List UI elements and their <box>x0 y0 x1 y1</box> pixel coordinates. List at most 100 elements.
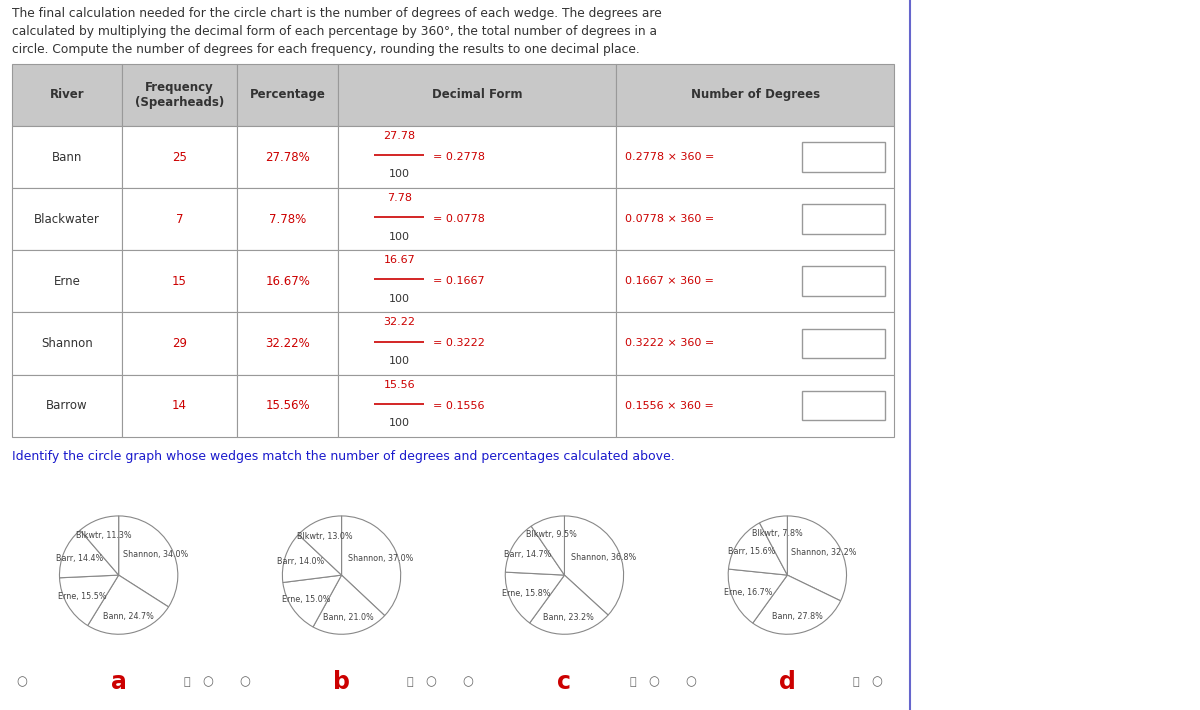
Text: Blkwtr, 7.8%: Blkwtr, 7.8% <box>752 529 803 538</box>
FancyBboxPatch shape <box>236 312 338 375</box>
Text: c: c <box>558 670 571 694</box>
Text: = 0.0778: = 0.0778 <box>433 214 485 224</box>
Text: ○: ○ <box>685 675 696 688</box>
Text: Frequency
(Spearheads): Frequency (Spearheads) <box>134 81 224 109</box>
FancyBboxPatch shape <box>802 204 886 234</box>
Text: ○: ○ <box>239 675 250 688</box>
Text: Percentage: Percentage <box>250 89 325 102</box>
Text: Bann, 23.2%: Bann, 23.2% <box>544 613 594 622</box>
Wedge shape <box>313 575 385 634</box>
Text: River: River <box>50 89 84 102</box>
FancyBboxPatch shape <box>236 64 338 126</box>
Text: = 0.1556: = 0.1556 <box>433 400 485 410</box>
FancyBboxPatch shape <box>802 142 886 172</box>
Text: ⓘ: ⓘ <box>629 677 636 687</box>
Text: Bann, 21.0%: Bann, 21.0% <box>323 613 373 622</box>
FancyBboxPatch shape <box>616 126 894 188</box>
Wedge shape <box>119 516 178 607</box>
Text: ○: ○ <box>462 675 473 688</box>
Text: ⓘ: ⓘ <box>407 677 413 687</box>
Text: Bann, 27.8%: Bann, 27.8% <box>773 612 823 621</box>
Text: circle. Compute the number of degrees for each frequency, rounding the results t: circle. Compute the number of degrees fo… <box>12 43 640 56</box>
Text: Shannon, 34.0%: Shannon, 34.0% <box>124 550 188 559</box>
Text: = 0.3222: = 0.3222 <box>433 339 485 349</box>
Text: b: b <box>334 670 350 694</box>
Text: 15.56%: 15.56% <box>265 399 310 412</box>
FancyBboxPatch shape <box>338 64 616 126</box>
FancyBboxPatch shape <box>338 126 616 188</box>
Text: Bann: Bann <box>52 151 83 163</box>
Text: 7: 7 <box>176 213 184 226</box>
Text: Barr, 15.6%: Barr, 15.6% <box>728 547 776 556</box>
FancyBboxPatch shape <box>616 188 894 250</box>
Text: Number of Degrees: Number of Degrees <box>690 89 820 102</box>
Wedge shape <box>532 516 564 575</box>
FancyBboxPatch shape <box>122 188 236 250</box>
FancyBboxPatch shape <box>338 188 616 250</box>
Wedge shape <box>728 523 787 575</box>
FancyBboxPatch shape <box>12 250 122 312</box>
Text: Erne: Erne <box>54 275 80 288</box>
FancyBboxPatch shape <box>338 312 616 375</box>
Text: ○: ○ <box>648 675 660 688</box>
FancyBboxPatch shape <box>12 375 122 437</box>
Text: Shannon, 37.0%: Shannon, 37.0% <box>348 554 413 563</box>
Text: 0.3222 × 360 =: 0.3222 × 360 = <box>625 339 714 349</box>
Text: ○: ○ <box>871 675 882 688</box>
Text: Erne, 15.8%: Erne, 15.8% <box>502 589 551 598</box>
FancyBboxPatch shape <box>236 126 338 188</box>
Text: a: a <box>110 670 126 694</box>
Wedge shape <box>282 535 342 582</box>
Wedge shape <box>60 575 119 626</box>
Text: 14: 14 <box>172 399 187 412</box>
Text: 16.67%: 16.67% <box>265 275 310 288</box>
Text: 7.78: 7.78 <box>386 193 412 203</box>
Text: 0.1667 × 360 =: 0.1667 × 360 = <box>625 276 714 286</box>
FancyBboxPatch shape <box>12 126 122 188</box>
Text: ⓘ: ⓘ <box>184 677 191 687</box>
Text: = 0.1667: = 0.1667 <box>433 276 485 286</box>
FancyBboxPatch shape <box>616 64 894 126</box>
Text: Bann, 24.7%: Bann, 24.7% <box>103 612 154 621</box>
Wedge shape <box>787 516 846 601</box>
Text: 15.56: 15.56 <box>384 380 415 390</box>
Text: Blkwtr, 13.0%: Blkwtr, 13.0% <box>296 532 353 540</box>
Wedge shape <box>564 516 624 615</box>
FancyBboxPatch shape <box>122 64 236 126</box>
Text: calculated by multiplying the decimal form of each percentage by 360°, the total: calculated by multiplying the decimal fo… <box>12 25 658 38</box>
Text: The final calculation needed for the circle chart is the number of degrees of ea: The final calculation needed for the cir… <box>12 7 661 20</box>
FancyBboxPatch shape <box>12 188 122 250</box>
FancyBboxPatch shape <box>236 375 338 437</box>
Wedge shape <box>88 575 168 634</box>
Text: 0.1556 × 360 =: 0.1556 × 360 = <box>625 400 714 410</box>
FancyBboxPatch shape <box>12 64 122 126</box>
FancyBboxPatch shape <box>802 329 886 359</box>
Text: Blkwtr, 11.3%: Blkwtr, 11.3% <box>76 531 132 540</box>
Wedge shape <box>505 526 564 575</box>
Text: 27.78%: 27.78% <box>265 151 310 163</box>
FancyBboxPatch shape <box>802 266 886 296</box>
FancyBboxPatch shape <box>122 312 236 375</box>
FancyBboxPatch shape <box>12 312 122 375</box>
Text: 100: 100 <box>389 356 410 366</box>
Text: 100: 100 <box>389 231 410 241</box>
Text: ⓘ: ⓘ <box>852 677 859 687</box>
Text: Erne, 16.7%: Erne, 16.7% <box>724 588 773 597</box>
Wedge shape <box>60 530 119 578</box>
Wedge shape <box>299 516 342 575</box>
Wedge shape <box>80 516 119 575</box>
FancyBboxPatch shape <box>236 250 338 312</box>
Text: Shannon, 36.8%: Shannon, 36.8% <box>571 553 636 562</box>
Wedge shape <box>728 569 787 623</box>
FancyBboxPatch shape <box>802 391 886 420</box>
Text: 16.67: 16.67 <box>384 256 415 266</box>
Text: Identify the circle graph whose wedges match the number of degrees and percentag: Identify the circle graph whose wedges m… <box>12 449 674 463</box>
Text: 7.78%: 7.78% <box>269 213 306 226</box>
Text: 0.2778 × 360 =: 0.2778 × 360 = <box>625 152 714 162</box>
Text: 0.0778 × 360 =: 0.0778 × 360 = <box>625 214 714 224</box>
FancyBboxPatch shape <box>338 375 616 437</box>
Text: Erne, 15.5%: Erne, 15.5% <box>58 592 107 601</box>
FancyBboxPatch shape <box>122 126 236 188</box>
Wedge shape <box>505 572 564 623</box>
FancyBboxPatch shape <box>616 375 894 437</box>
